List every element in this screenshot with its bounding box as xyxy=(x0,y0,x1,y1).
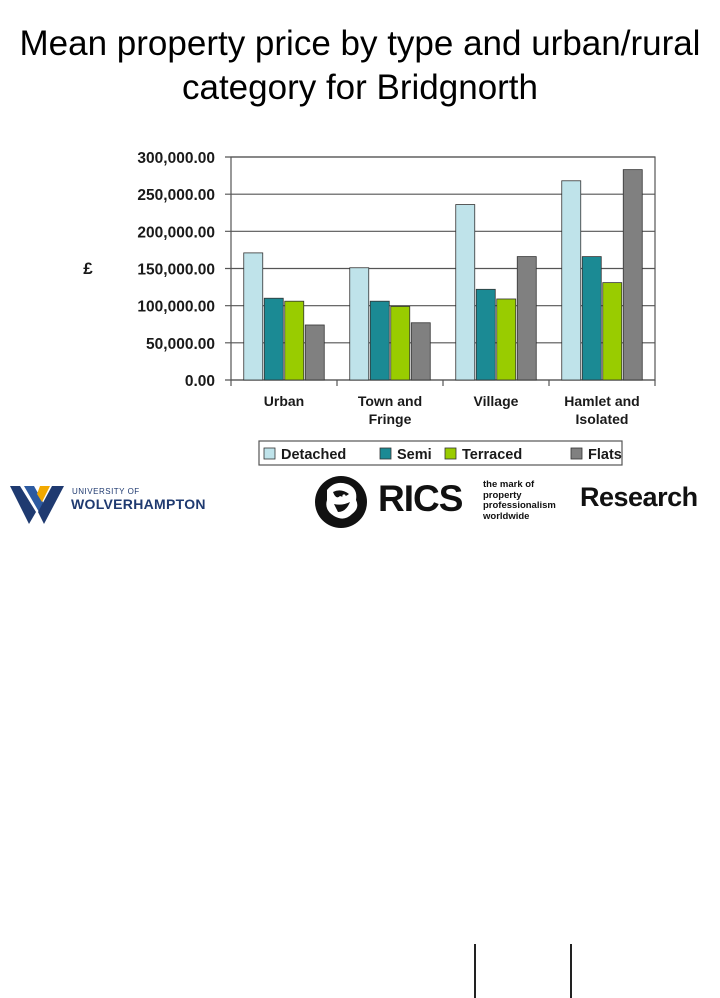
y-tick-label: 0.00 xyxy=(185,373,215,390)
rics-logo-text: RICS xyxy=(378,478,463,519)
x-tick-label: Urban xyxy=(264,393,304,409)
university-small-label: UNIVERSITY OF xyxy=(72,487,140,496)
y-tick-label: 300,000.00 xyxy=(137,150,215,167)
bar-chart: 0.00 50,000.00 100,000.00 150,000.00 200,000… xyxy=(83,150,656,466)
university-name: WOLVERHAMPTON xyxy=(71,496,206,512)
bar-detached-urban xyxy=(243,252,264,381)
rics-tagline: the mark of property professionalism wor… xyxy=(483,479,556,522)
y-tick-label: 200,000.00 xyxy=(137,224,215,241)
bar-flats-urban xyxy=(304,324,325,381)
y-tick-label: 150,000.00 xyxy=(137,262,215,279)
bar-semi-urban xyxy=(263,297,284,381)
bar-terraced-village xyxy=(496,298,517,381)
legend-swatch-semi xyxy=(379,447,392,460)
y-tick-label: 250,000.00 xyxy=(137,187,215,204)
x-tick-label: Hamlet and Isolated xyxy=(564,393,639,427)
bar-flats-hamlet-and-isolated xyxy=(622,169,643,381)
bar-detached-hamlet-and-isolated xyxy=(561,180,582,381)
bar-flats-town-and-fringe xyxy=(410,322,431,381)
plot-area: 0.00 50,000.00 100,000.00 150,000.00 200,000… xyxy=(83,150,656,466)
legend-box xyxy=(258,440,623,466)
x-tick-label: Town and Fringe xyxy=(358,393,422,427)
legend-label-detached: Detached xyxy=(281,447,346,463)
research-label: Research xyxy=(580,482,698,512)
y-tick-label: 100,000.00 xyxy=(137,299,215,316)
legend-label-semi: Semi xyxy=(397,447,432,463)
y-tick-label: 50,000.00 xyxy=(146,336,215,353)
logo-divider xyxy=(474,944,476,998)
legend-label-flats: Flats xyxy=(588,447,622,463)
bar-terraced-town-and-fringe xyxy=(390,306,411,381)
x-tick-label: Village xyxy=(474,393,519,409)
legend-swatch-terraced xyxy=(444,447,457,460)
slide-title: Mean property price by type and urban/ru… xyxy=(19,24,701,107)
legend-label-terraced: Terraced xyxy=(462,447,522,463)
bar-semi-village xyxy=(475,288,496,381)
bar-semi-hamlet-and-isolated xyxy=(581,256,602,381)
bar-terraced-hamlet-and-isolated xyxy=(602,282,623,381)
bar-semi-town-and-fringe xyxy=(369,300,390,381)
bar-terraced-urban xyxy=(284,300,305,381)
legend-swatch-flats xyxy=(570,447,583,460)
university-logo-icon xyxy=(10,476,367,528)
logo-divider xyxy=(570,944,572,998)
legend-swatch-detached xyxy=(263,447,276,460)
bar-detached-town-and-fringe xyxy=(349,267,370,381)
bar-flats-village xyxy=(516,256,537,381)
bar-detached-village xyxy=(455,204,476,381)
y-axis-label: £ xyxy=(83,259,93,278)
